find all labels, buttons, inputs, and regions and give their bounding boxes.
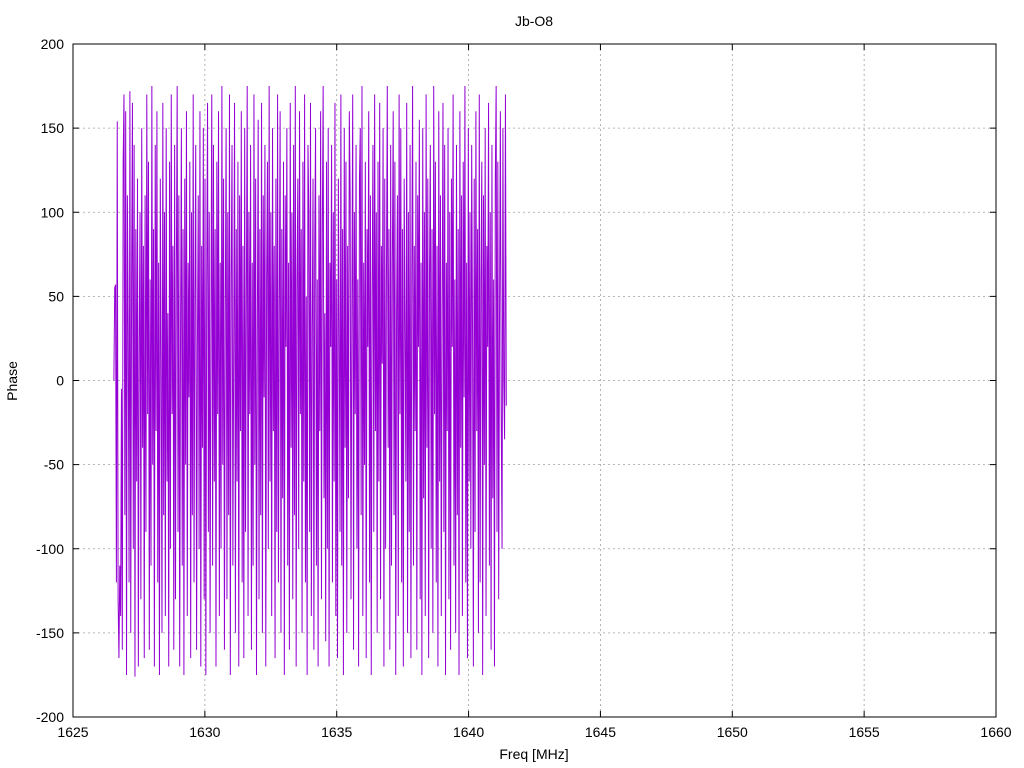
y-tick-label: 100 (41, 204, 65, 220)
y-tick-label: -50 (44, 457, 64, 473)
axis-ticks (72, 43, 997, 718)
y-tick-label: 200 (41, 36, 65, 52)
x-tick-labels: 1625 1630 1635 1640 1645 1650 1655 1660 (57, 724, 1011, 740)
y-tick-label: -200 (36, 709, 64, 725)
phase-series-line (113, 86, 507, 677)
x-tick-label: 1660 (980, 724, 1011, 740)
y-tick-label: 0 (56, 373, 64, 389)
grid-lines (73, 44, 996, 717)
x-tick-label: 1655 (849, 724, 880, 740)
y-tick-label: -100 (36, 541, 64, 557)
y-tick-label: 150 (41, 120, 65, 136)
x-tick-label: 1650 (717, 724, 748, 740)
y-tick-labels: -200 -150 -100 -50 0 50 100 150 200 (36, 36, 64, 725)
y-tick-label: 50 (48, 288, 64, 304)
x-tick-label: 1645 (585, 724, 616, 740)
x-axis-label: Freq [MHz] (499, 746, 568, 762)
chart-title: Jb-O8 (515, 13, 553, 29)
x-tick-label: 1635 (321, 724, 352, 740)
x-tick-label: 1625 (57, 724, 88, 740)
x-tick-label: 1630 (189, 724, 220, 740)
data-series-layer (113, 86, 507, 677)
y-axis-label: Phase (4, 361, 20, 401)
y-tick-label: -150 (36, 625, 64, 641)
x-tick-label: 1640 (453, 724, 484, 740)
